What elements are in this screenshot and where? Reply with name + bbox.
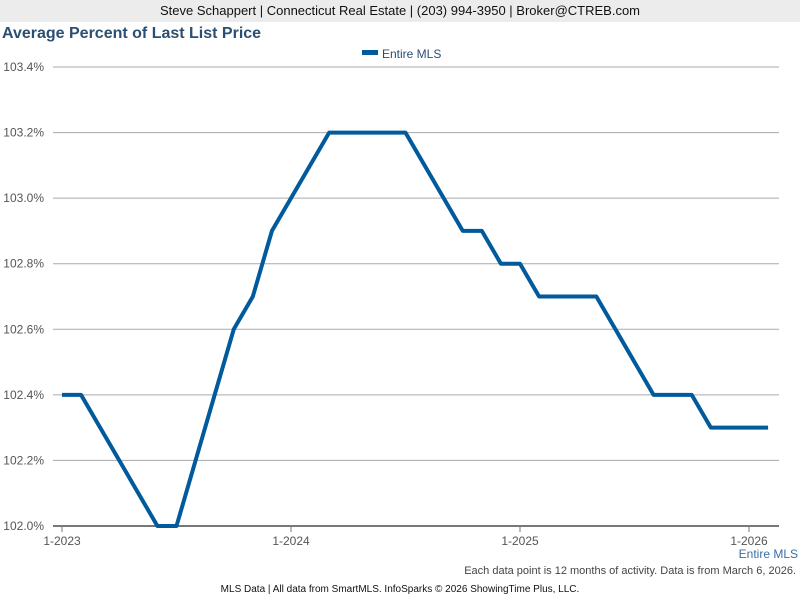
- y-tick-label: 103.2%: [3, 126, 44, 140]
- legend-label: Entire MLS: [382, 47, 441, 61]
- y-tick-label: 102.4%: [3, 388, 44, 402]
- x-tick-label: 1-2026: [730, 534, 768, 548]
- y-tick-label: 103.0%: [3, 191, 44, 205]
- series-end-label: Entire MLS: [739, 547, 798, 561]
- footnote: Each data point is 12 months of activity…: [464, 565, 796, 577]
- contact-header: Steve Schappert | Connecticut Real Estat…: [0, 0, 800, 22]
- credit: MLS Data | All data from SmartMLS. InfoS…: [220, 584, 580, 595]
- y-tick-label: 102.2%: [3, 453, 44, 467]
- chart-title: Average Percent of Last List Price: [2, 25, 262, 42]
- x-tick-label: 1-2023: [43, 534, 81, 548]
- x-tick-label: 1-2024: [272, 534, 310, 548]
- series-line-entire-mls: [62, 130, 769, 528]
- y-tick-label: 103.4%: [3, 60, 44, 74]
- y-tick-label: 102.0%: [3, 519, 44, 533]
- y-tick-label: 102.8%: [3, 257, 44, 271]
- y-tick-label: 102.6%: [3, 322, 44, 336]
- legend-swatch: [362, 50, 378, 55]
- x-tick-label: 1-2025: [501, 534, 539, 548]
